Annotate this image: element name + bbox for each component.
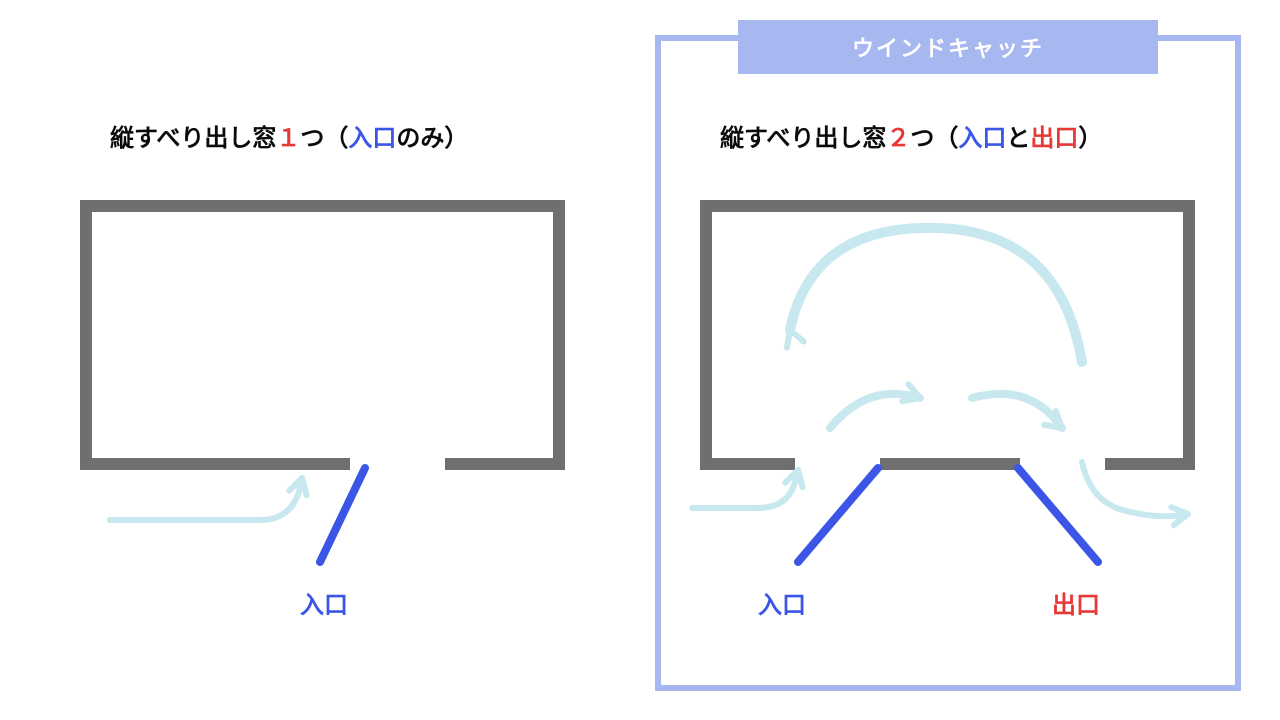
right-exit-label: 出口 [1052, 585, 1100, 620]
right-entrance-label: 入口 [758, 585, 806, 620]
left-entrance-label: 入口 [300, 585, 348, 620]
stage: ウインドキャッチ 縦すべり出し窓１つ（入口のみ） 縦すべり出し窓２つ（入口と出口… [0, 0, 1280, 720]
